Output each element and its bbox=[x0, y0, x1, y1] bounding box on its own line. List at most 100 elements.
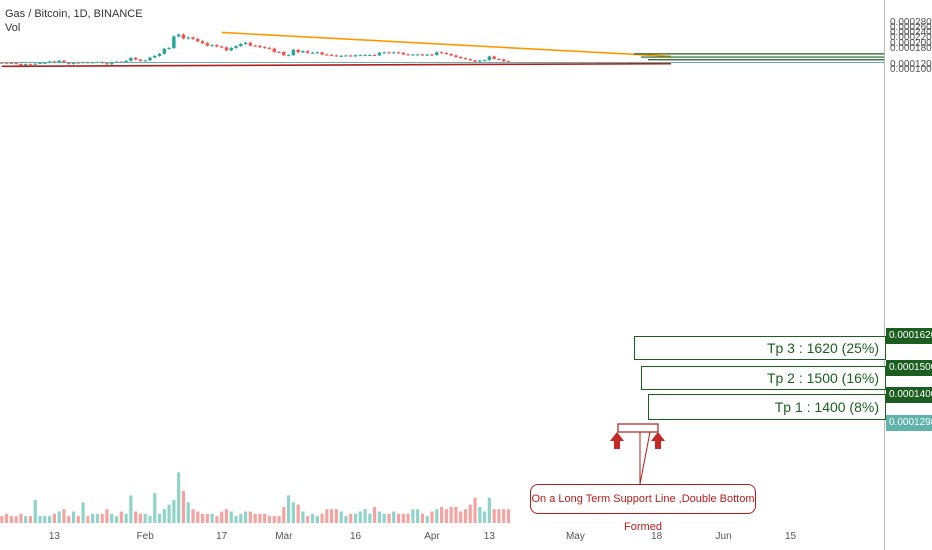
volume-bar bbox=[162, 509, 166, 523]
candle-body bbox=[148, 57, 152, 61]
volume-bar bbox=[334, 509, 338, 523]
candle-body bbox=[353, 55, 358, 57]
volume-bar bbox=[401, 513, 405, 523]
volume-bar bbox=[277, 516, 281, 523]
candle-body bbox=[186, 37, 190, 39]
candle-body bbox=[334, 55, 339, 57]
candle-body bbox=[191, 37, 195, 39]
date-tick: Jun bbox=[715, 531, 732, 542]
volume-bar bbox=[110, 513, 114, 523]
volume-bar bbox=[67, 516, 71, 523]
candle-body bbox=[425, 54, 429, 56]
date-tick: 13 bbox=[48, 531, 60, 542]
candle-body bbox=[310, 52, 315, 54]
candle-body bbox=[368, 55, 372, 57]
volume-bar bbox=[186, 502, 190, 523]
volume-bar bbox=[392, 511, 396, 523]
date-tick: 13 bbox=[483, 531, 495, 542]
volume-bar bbox=[0, 516, 4, 523]
candle-body bbox=[196, 38, 200, 42]
candle-body bbox=[449, 53, 453, 56]
volume-bar bbox=[181, 490, 186, 523]
volume-bar bbox=[382, 513, 386, 523]
volume-bar bbox=[172, 500, 176, 523]
volume-bar bbox=[19, 513, 23, 523]
volume-bar bbox=[411, 509, 415, 523]
support-trendline bbox=[1, 62, 672, 68]
candle-body bbox=[358, 55, 362, 57]
volume-bar bbox=[478, 506, 482, 523]
candle-body bbox=[24, 64, 28, 66]
candle-body bbox=[43, 62, 47, 64]
volume-bar bbox=[497, 509, 501, 523]
volume-bar bbox=[4, 513, 9, 523]
candle-body bbox=[129, 57, 133, 61]
double-bottom-arrows bbox=[610, 432, 665, 449]
price-tick: 0.0001000 bbox=[890, 64, 932, 76]
volume-bar bbox=[48, 516, 52, 523]
candle-body bbox=[401, 52, 406, 55]
tp3-price-tag: 0.0001620 bbox=[886, 328, 932, 344]
volume-bar bbox=[291, 502, 295, 523]
candle-body bbox=[325, 54, 329, 56]
candle-body bbox=[454, 55, 458, 58]
volume-bar bbox=[473, 497, 477, 523]
candle-body bbox=[415, 54, 420, 56]
candle-body bbox=[19, 63, 23, 66]
candle-body bbox=[215, 45, 219, 47]
volume-bar bbox=[157, 513, 162, 523]
candle-body bbox=[0, 62, 4, 64]
candle-body bbox=[28, 64, 33, 66]
candle-body bbox=[272, 48, 276, 52]
volume-bar bbox=[468, 504, 472, 523]
candle-body bbox=[502, 59, 506, 62]
candle-body bbox=[157, 53, 162, 56]
tp1-price-tag: 0.0001400 bbox=[886, 387, 932, 403]
volume-bar bbox=[435, 509, 439, 523]
candle-body bbox=[430, 54, 434, 56]
candle-body bbox=[153, 55, 157, 58]
candle-body bbox=[382, 52, 386, 54]
candle-body bbox=[210, 45, 214, 47]
candle-body bbox=[406, 54, 410, 56]
candle-body bbox=[439, 52, 444, 54]
candle-body bbox=[239, 43, 243, 47]
date-tick: Mar bbox=[275, 531, 293, 542]
candle-body bbox=[57, 60, 61, 63]
candle-body bbox=[349, 55, 353, 57]
candle-body bbox=[253, 45, 257, 47]
candle-body bbox=[306, 51, 310, 53]
volume-bar bbox=[167, 504, 171, 523]
candle-body bbox=[172, 36, 176, 49]
candle-body bbox=[377, 52, 382, 56]
volume-bar bbox=[502, 509, 506, 523]
candle-body bbox=[143, 60, 147, 62]
volume-bar bbox=[330, 509, 334, 523]
volume-bar bbox=[239, 513, 243, 523]
candle-body bbox=[320, 52, 324, 55]
volume-bar bbox=[263, 513, 267, 523]
volume-label: Vol bbox=[5, 22, 21, 34]
volume-bar bbox=[377, 511, 382, 523]
date-tick: 15 bbox=[784, 531, 797, 542]
volume-bar bbox=[315, 516, 319, 523]
volume-bar bbox=[272, 516, 276, 523]
volume-bar bbox=[229, 511, 233, 523]
volume-bar bbox=[463, 509, 468, 523]
candle-body bbox=[62, 60, 66, 63]
volume-bar bbox=[86, 516, 90, 523]
volume-bar bbox=[119, 511, 123, 523]
candle-body bbox=[167, 48, 171, 50]
candle-body bbox=[9, 62, 14, 64]
tp3-label: Tp 3 : 1620 (25%) bbox=[634, 336, 886, 360]
arrow-up-icon bbox=[610, 432, 624, 449]
volume-bar bbox=[71, 511, 76, 523]
volume-bar bbox=[196, 511, 200, 523]
volume-bar bbox=[454, 506, 458, 523]
candle-body bbox=[463, 58, 468, 60]
candle-body bbox=[492, 56, 496, 59]
volume-bar bbox=[52, 513, 56, 523]
volume-bar bbox=[258, 513, 262, 523]
